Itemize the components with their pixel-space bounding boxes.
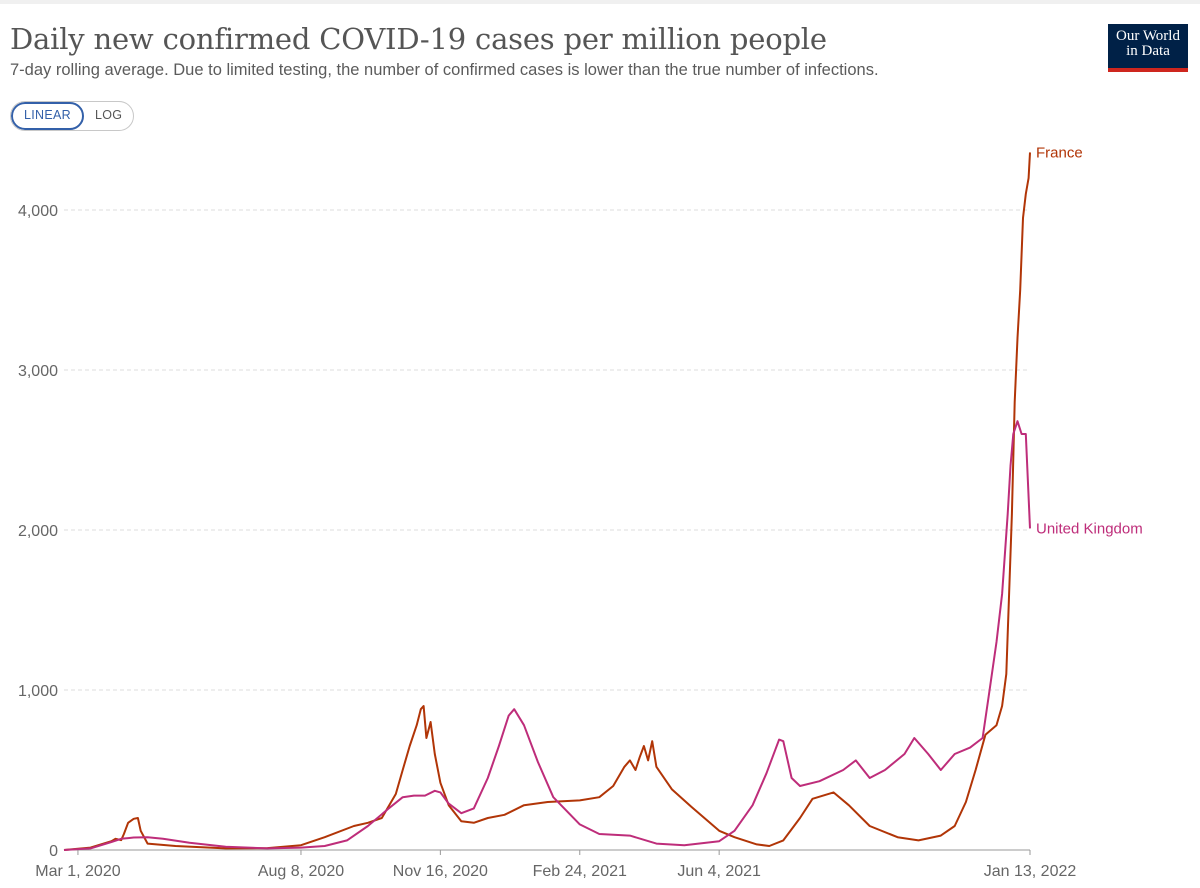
series-line-united-kingdom	[63, 420, 1031, 851]
y-tick-label: 2,000	[18, 523, 58, 540]
x-tick-label: Feb 24, 2021	[533, 863, 627, 880]
y-tick-label: 4,000	[18, 203, 58, 220]
x-tick-label: Jan 13, 2022	[984, 863, 1077, 880]
y-tick-label: 0	[49, 843, 58, 860]
chart-subtitle: 7-day rolling average. Due to limited te…	[10, 61, 879, 79]
x-tick-label: Nov 16, 2020	[393, 863, 488, 880]
x-tick-label: Aug 8, 2020	[258, 863, 344, 880]
owid-logo[interactable]: Our World in Data	[1108, 24, 1188, 72]
linear-scale-button[interactable]: LINEAR	[11, 102, 84, 130]
logo-line-2: in Data	[1126, 43, 1170, 59]
logo-line-1: Our World	[1116, 28, 1180, 44]
x-tick-label: Jun 4, 2021	[677, 863, 761, 880]
logo-red-bar	[1108, 68, 1188, 72]
y-tick-label: 1,000	[18, 683, 58, 700]
series-label-france: France	[1036, 144, 1083, 161]
chart-title: Daily new confirmed COVID-19 cases per m…	[10, 22, 827, 56]
series-label-united-kingdom: United Kingdom	[1036, 520, 1143, 537]
scale-toggle: LINEAR LOG	[10, 101, 135, 131]
series-line-france	[63, 152, 1031, 851]
y-tick-label: 3,000	[18, 363, 58, 380]
x-tick-label: Mar 1, 2020	[35, 863, 120, 880]
log-scale-button[interactable]: LOG	[94, 108, 123, 122]
top-border	[0, 0, 1200, 4]
